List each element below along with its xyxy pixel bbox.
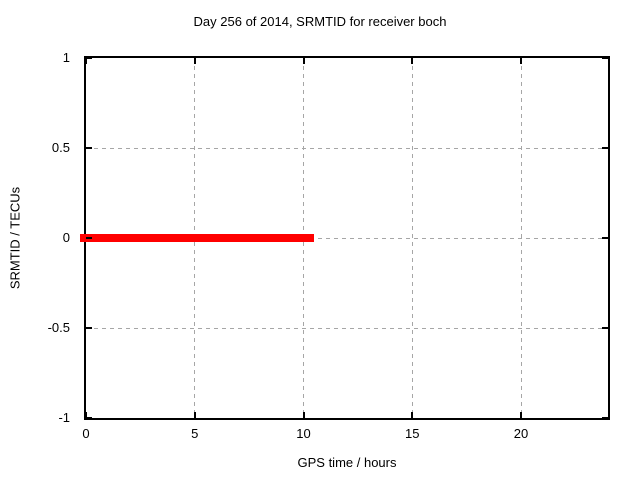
y-tick-right (602, 327, 608, 329)
y-tick-left (86, 417, 92, 419)
series-srmtid (80, 234, 315, 242)
x-tick-top (193, 58, 196, 64)
x-tick-label: 10 (296, 426, 311, 441)
y-tick-label: -1 (58, 410, 70, 425)
y-tick-left (86, 57, 92, 59)
x-tick-top (411, 58, 414, 64)
x-tick-bottom (85, 412, 87, 418)
x-tick-bottom (520, 412, 522, 418)
x-tick-label: 0 (82, 426, 90, 441)
x-axis-label: GPS time / hours (297, 455, 397, 470)
x-tick-bottom (411, 412, 414, 418)
x-tick-bottom (193, 412, 196, 418)
x-tick-top (520, 58, 522, 64)
y-tick-right (602, 417, 608, 419)
y-tick-left (86, 327, 92, 329)
y-gridline (86, 237, 608, 239)
x-tick-top (85, 58, 87, 64)
y-tick-right (602, 57, 608, 59)
chart-title: Day 256 of 2014, SRMTID for receiver boc… (193, 14, 447, 29)
y-tick-label: 1 (62, 50, 70, 65)
y-tick-label: 0.5 (51, 140, 70, 155)
x-tick-top (302, 58, 305, 64)
y-gridline (86, 327, 608, 329)
y-tick-left (86, 147, 92, 149)
y-tick-right (602, 147, 608, 149)
y-tick-label: 0 (62, 230, 70, 245)
plot-area (80, 56, 610, 420)
x-tick-label: 15 (405, 426, 420, 441)
y-tick-right (602, 237, 608, 239)
y-gridline (86, 147, 608, 149)
y-tick-label: -0.5 (47, 320, 70, 335)
x-tick-label: 20 (513, 426, 529, 441)
x-tick-label: 5 (191, 426, 199, 441)
y-tick-left (86, 237, 92, 239)
x-tick-bottom (302, 412, 305, 418)
